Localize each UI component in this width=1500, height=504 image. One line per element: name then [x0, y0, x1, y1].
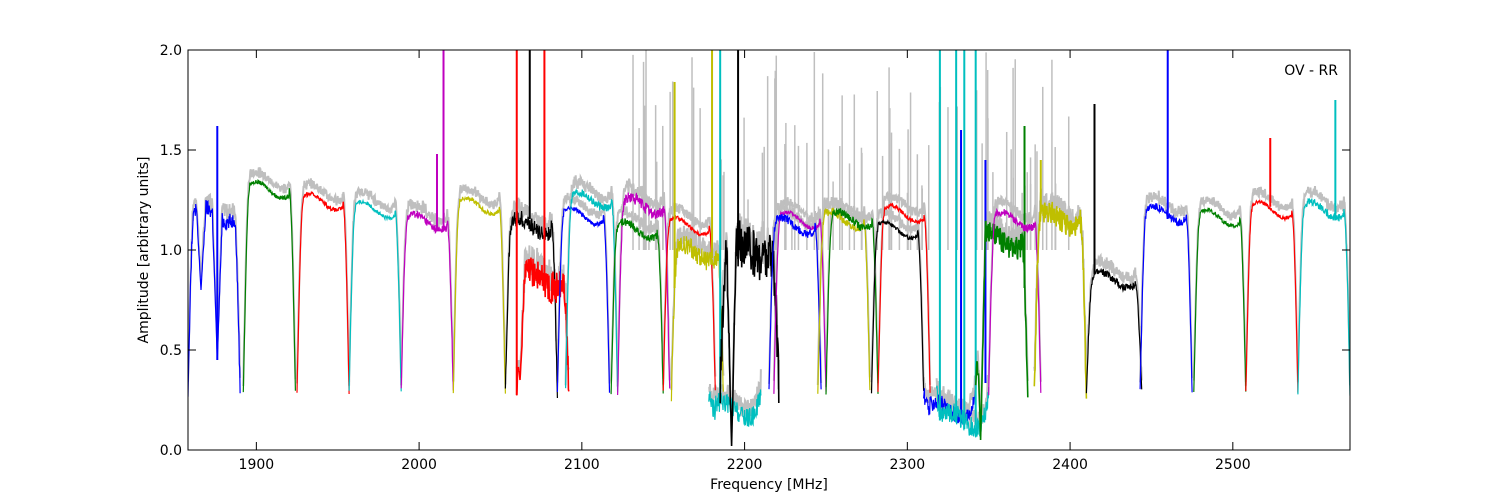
band-line-16 — [719, 220, 780, 447]
y-tick-label: 0.5 — [160, 343, 182, 359]
x-tick-label: 2300 — [890, 457, 926, 473]
background-band-line — [610, 204, 665, 382]
x-tick-label: 2200 — [727, 457, 763, 473]
y-axis-label: Amplitude [arbitrary units] — [136, 157, 152, 344]
band-line-18 — [768, 213, 822, 390]
background-band-line — [400, 198, 455, 386]
x-axis-label: Frequency [MHz] — [710, 477, 828, 493]
background-band-line — [870, 207, 925, 383]
band-line-5 — [400, 210, 454, 391]
band-line-7 — [504, 210, 558, 399]
band-line-4 — [348, 198, 402, 392]
band-line-9 — [556, 204, 611, 393]
background-band-line — [556, 192, 611, 384]
band-line-10 — [565, 188, 619, 393]
background-band-line — [452, 183, 507, 385]
background-band-line — [1139, 190, 1194, 383]
band-line-11 — [617, 192, 671, 396]
band-line-1 — [188, 199, 241, 397]
y-tick-label: 2.0 — [160, 43, 182, 59]
band-line-17 — [773, 209, 827, 394]
band-line-31 — [1245, 198, 1299, 393]
background-band-line — [825, 197, 879, 388]
band-line-26 — [988, 207, 1042, 396]
x-axis-ticks: 1900 2000 2100 2200 2300 2400 2500 — [239, 50, 1251, 473]
y-tick-label: 1.5 — [160, 143, 182, 159]
band-line-20 — [825, 207, 879, 395]
band-line-22 — [870, 219, 925, 394]
band-series-group — [188, 50, 1350, 447]
y-tick-label: 1.0 — [160, 243, 182, 259]
background-band-line — [348, 185, 403, 386]
axes-frame — [187, 49, 1351, 451]
band-line-27 — [1033, 201, 1088, 399]
background-band-line — [670, 225, 725, 391]
band-line-30 — [1193, 206, 1247, 393]
y-tick-label: 0.0 — [160, 443, 182, 459]
x-tick-label: 2100 — [564, 457, 600, 473]
background-band-line — [1085, 252, 1143, 381]
background-band-line — [1244, 186, 1299, 383]
x-tick-label: 1900 — [239, 457, 275, 473]
band-line-13 — [662, 215, 716, 391]
band-line-12 — [610, 218, 664, 395]
x-tick-label: 2400 — [1052, 457, 1088, 473]
background-band-line — [242, 167, 297, 387]
x-tick-label: 2000 — [401, 457, 437, 473]
band-line-29 — [1139, 203, 1193, 393]
background-band-line — [296, 178, 351, 384]
background-band-line — [662, 202, 717, 385]
band-line-2 — [242, 179, 296, 393]
background-band-line — [1192, 196, 1247, 386]
x-tick-label: 2500 — [1215, 457, 1251, 473]
band-line-3 — [296, 190, 350, 395]
y-axis-ticks: 0.0 0.5 1.0 1.5 2.0 — [160, 43, 1350, 459]
background-band-line — [504, 197, 559, 383]
band-line-15 — [708, 389, 762, 427]
band-line-6 — [452, 195, 506, 394]
band-line-32 — [1297, 197, 1350, 396]
background-band-line — [564, 173, 619, 386]
chart-annotation: OV - RR — [1284, 63, 1338, 79]
band-line-25 — [974, 220, 1029, 441]
band-line-21 — [877, 202, 931, 393]
background-band-line — [1296, 186, 1350, 386]
band-line-28 — [1085, 267, 1143, 394]
band-line-14 — [670, 236, 724, 402]
